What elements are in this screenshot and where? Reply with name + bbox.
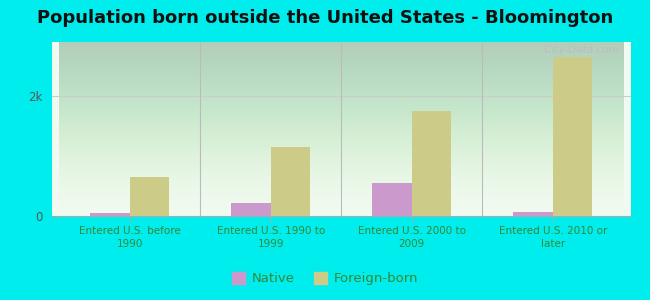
Bar (514, 212, 553, 216)
Bar (270, 147, 310, 216)
Bar (90, 213, 129, 216)
Text: Population born outside the United States - Bloomington: Population born outside the United State… (37, 9, 613, 27)
Bar (129, 177, 169, 216)
Text: City-Data.com: City-Data.com (538, 46, 619, 56)
Bar (553, 57, 592, 216)
Bar (231, 203, 270, 216)
Bar (412, 111, 451, 216)
Bar (372, 183, 412, 216)
Legend: Native, Foreign-born: Native, Foreign-born (226, 266, 424, 290)
